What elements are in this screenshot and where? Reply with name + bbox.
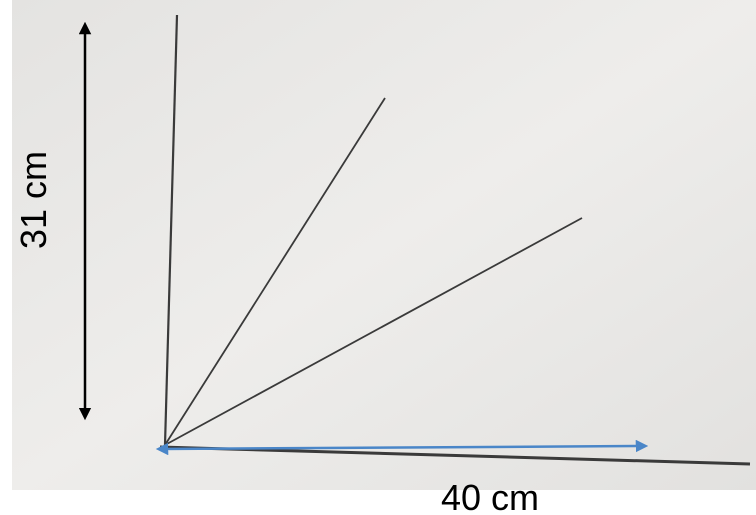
height-label: 31 cm	[13, 151, 54, 249]
width-label: 40 cm	[441, 477, 539, 515]
page: {"labels": {"height": "31 cm", "width": …	[0, 0, 756, 515]
paper	[12, 0, 756, 490]
diagram: 31 cm 40 cm	[0, 0, 756, 515]
